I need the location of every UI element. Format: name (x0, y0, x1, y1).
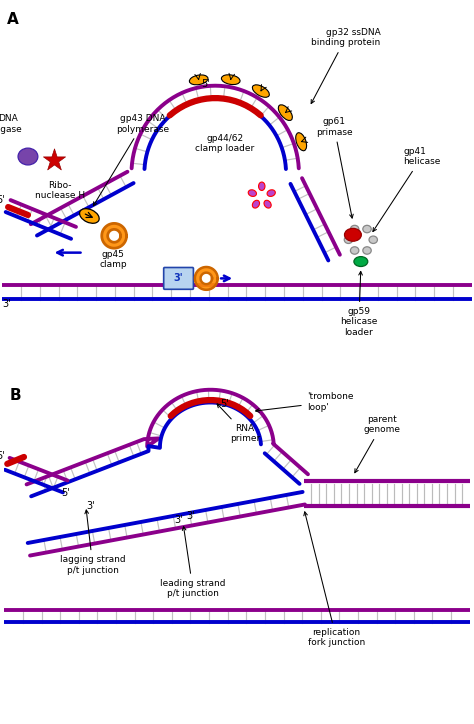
Polygon shape (102, 224, 127, 248)
Text: 3': 3' (86, 501, 94, 511)
Text: gp43 DNA
polymerase: gp43 DNA polymerase (93, 114, 169, 206)
Text: 3': 3' (186, 511, 194, 521)
Ellipse shape (350, 225, 359, 232)
Ellipse shape (252, 85, 269, 97)
Text: gp32 ssDNA
binding protein: gp32 ssDNA binding protein (311, 28, 381, 104)
Ellipse shape (221, 75, 240, 85)
Text: 5': 5' (220, 399, 229, 409)
Ellipse shape (80, 209, 99, 223)
Text: 3': 3' (2, 299, 11, 309)
Text: gp45
clamp: gp45 clamp (100, 250, 127, 269)
Text: gp59
helicase
loader: gp59 helicase loader (340, 272, 378, 337)
Text: parent
genome: parent genome (355, 415, 401, 473)
Point (50, 155, 57, 167)
Text: B: B (9, 388, 21, 403)
Ellipse shape (252, 201, 260, 208)
Ellipse shape (350, 247, 359, 254)
Text: gp44/62
clamp loader: gp44/62 clamp loader (195, 134, 255, 153)
Ellipse shape (248, 190, 256, 196)
Ellipse shape (278, 105, 292, 120)
Text: 5': 5' (0, 195, 5, 205)
Text: 'trombone
loop': 'trombone loop' (255, 392, 353, 412)
Ellipse shape (344, 236, 353, 243)
Text: gp41
helicase: gp41 helicase (373, 147, 441, 232)
Ellipse shape (363, 247, 371, 254)
Ellipse shape (363, 225, 371, 232)
Ellipse shape (190, 75, 208, 85)
Text: gp61
primase: gp61 primase (316, 117, 353, 218)
Polygon shape (195, 267, 218, 290)
Text: A: A (7, 12, 19, 27)
Ellipse shape (354, 256, 368, 266)
FancyBboxPatch shape (164, 267, 193, 290)
Text: 5': 5' (61, 488, 70, 498)
Text: Ribo-
nuclease H: Ribo- nuclease H (35, 180, 85, 200)
Text: 5': 5' (0, 451, 5, 461)
Ellipse shape (369, 236, 377, 243)
Ellipse shape (296, 132, 307, 151)
Text: leading strand
p/t junction: leading strand p/t junction (160, 526, 226, 598)
Ellipse shape (264, 201, 271, 208)
Polygon shape (108, 230, 120, 243)
Text: replication
fork junction: replication fork junction (304, 512, 365, 647)
Text: 3': 3' (174, 274, 183, 283)
Ellipse shape (345, 228, 361, 241)
Ellipse shape (267, 190, 275, 196)
Polygon shape (201, 273, 212, 284)
Text: DNA
ligase: DNA ligase (0, 114, 21, 133)
Ellipse shape (18, 148, 38, 165)
Text: lagging strand
p/t junction: lagging strand p/t junction (60, 510, 126, 575)
Text: 5': 5' (201, 79, 210, 89)
Text: 3': 3' (174, 515, 183, 525)
Ellipse shape (258, 182, 265, 190)
Text: RNA
primer: RNA primer (217, 404, 260, 443)
